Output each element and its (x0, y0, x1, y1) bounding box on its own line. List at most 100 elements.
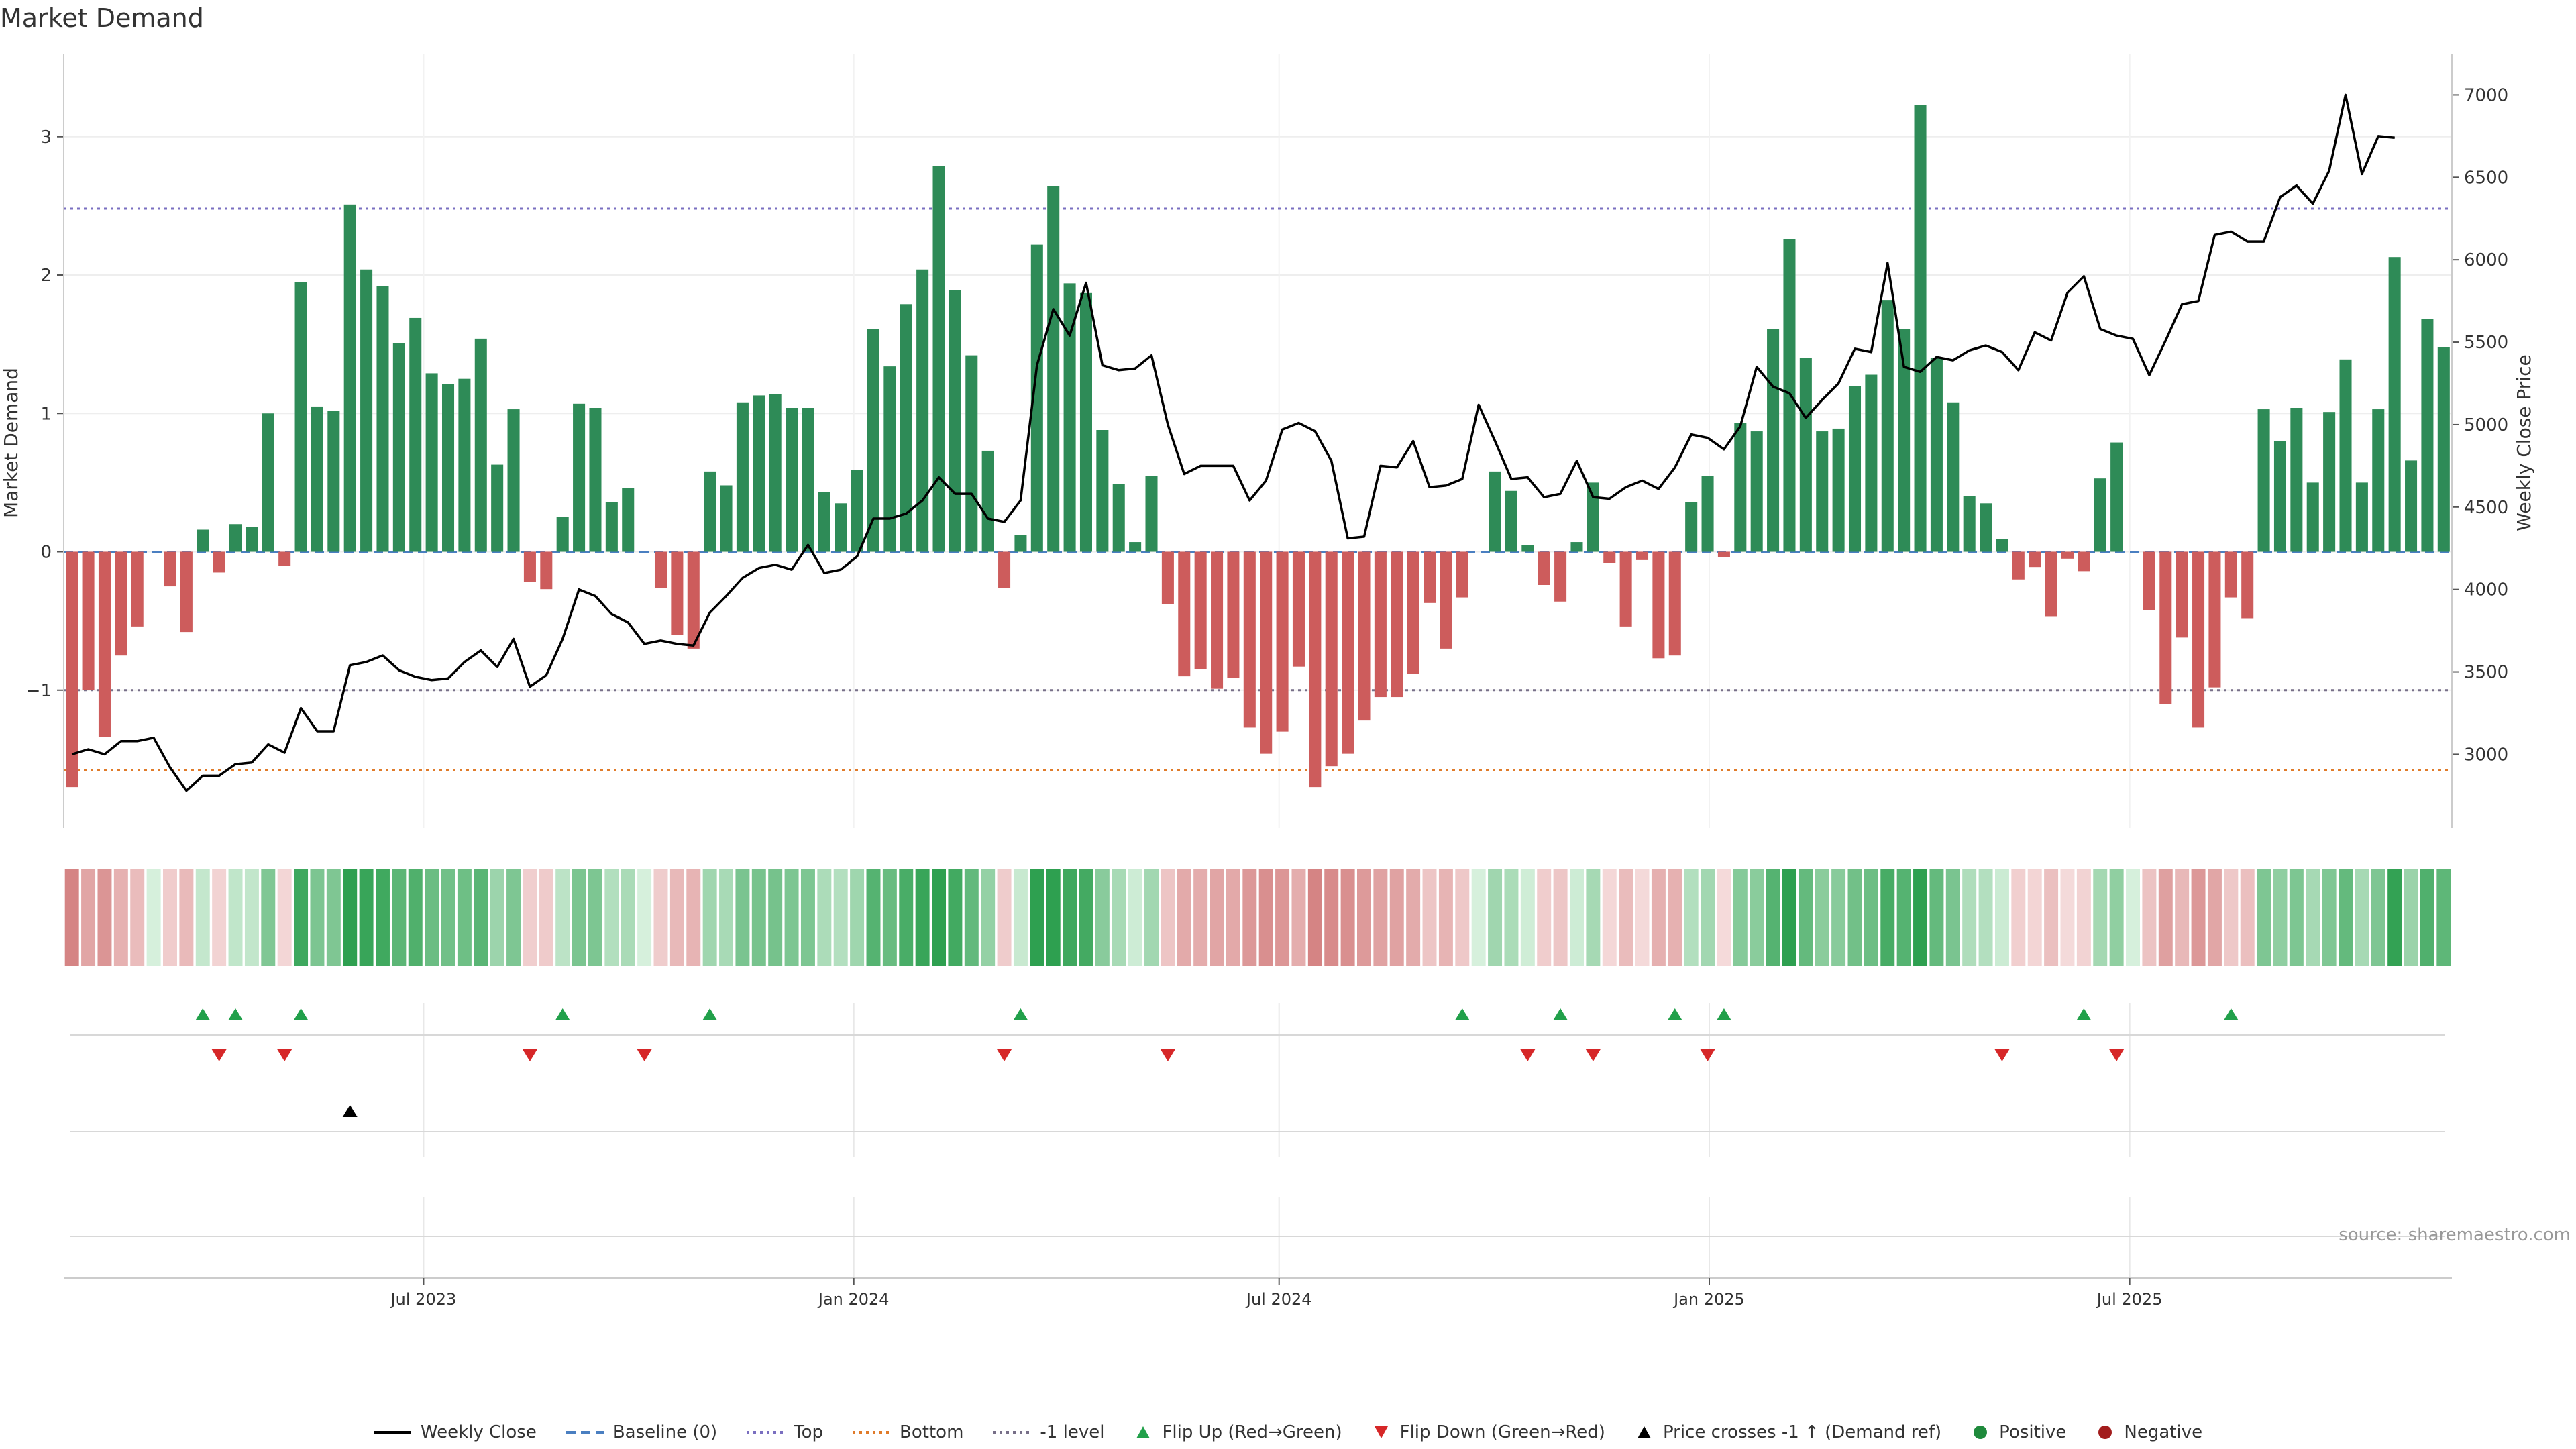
heat-cell (604, 869, 619, 966)
heat-cell (294, 869, 309, 966)
heat-cell (2158, 869, 2173, 966)
heat-cell (1046, 869, 1061, 966)
heat-cell (1929, 869, 1944, 966)
heat-cell (1847, 869, 1862, 966)
demand-bar-positive (900, 304, 912, 552)
legend-label: Baseline (0) (612, 1422, 718, 1442)
heat-cell (1438, 869, 1453, 966)
demand-bar-positive (1489, 471, 1501, 552)
heat-cell (2240, 869, 2255, 966)
y-axis-label: Market Demand (0, 368, 22, 518)
demand-bar-positive (1848, 386, 1862, 552)
demand-bar-negative (213, 551, 225, 573)
y2-tick-label: 5500 (2464, 333, 2508, 353)
heat-cell (1177, 869, 1191, 966)
heat-cell (1340, 869, 1355, 966)
x-tick-label: Jan 2025 (1672, 1290, 1745, 1309)
heat-cell (64, 869, 79, 966)
demand-bar-positive (2257, 409, 2270, 552)
legend-item: Positive (1971, 1422, 2066, 1442)
demand-bar-positive (2339, 359, 2352, 552)
demand-bar-negative (998, 551, 1011, 588)
heat-cell (310, 869, 325, 966)
heat-cell (2093, 869, 2108, 966)
demand-bar-positive (2388, 257, 2401, 552)
heat-cell (2191, 869, 2206, 966)
y2-tick-label: 4000 (2464, 580, 2508, 600)
demand-bar-positive (311, 406, 323, 552)
legend-swatch (747, 1431, 785, 1434)
demand-bar-negative (1211, 551, 1224, 689)
heat-cell (359, 869, 374, 966)
demand-bar-negative (98, 551, 111, 737)
y2-tick-label: 3000 (2464, 745, 2508, 765)
legend-swatch (993, 1431, 1031, 1434)
legend-triangle-up-glyph (1637, 1426, 1651, 1438)
heat-cell (1030, 869, 1044, 966)
demand-bar-positive (2306, 482, 2319, 552)
demand-bar-negative (1325, 551, 1338, 767)
legend-item: Top (747, 1422, 823, 1442)
demand-bar-negative (2029, 551, 2041, 568)
heat-cell (1324, 869, 1339, 966)
heat-cell (997, 869, 1012, 966)
heat-cell (915, 869, 930, 966)
legend-triangle-down-glyph (1374, 1426, 1388, 1438)
flip-up-marker (1716, 1008, 1731, 1020)
demand-bar-positive (458, 378, 471, 552)
legend-label: Price crosses -1 ↑ (Demand ref) (1662, 1422, 1942, 1442)
heat-cell (882, 869, 897, 966)
legend-item: Flip Up (Red→Green) (1134, 1422, 1342, 1442)
flip-markers (70, 1008, 2445, 1237)
demand-bar-positive (867, 329, 880, 552)
heat-cell (1095, 869, 1110, 966)
demand-bar-positive (1701, 476, 1714, 552)
flip-down-marker (277, 1049, 292, 1061)
heat-cell (2027, 869, 2042, 966)
demand-bar-positive (376, 286, 389, 552)
flip-up-marker (2223, 1008, 2239, 1020)
flip-up-marker (1013, 1008, 1028, 1020)
demand-bar-negative (523, 551, 536, 582)
heat-cell (866, 869, 881, 966)
heat-cell (2420, 869, 2434, 966)
y2-axis-label: Weekly Close Price (2513, 354, 2535, 531)
demand-bar-positive (491, 464, 504, 552)
demand-bar-positive (2421, 319, 2434, 552)
heat-cell (2109, 869, 2124, 966)
demand-bar-negative (1717, 551, 1730, 557)
demand-bar-negative (1635, 551, 1649, 560)
demand-bar-positive (1767, 329, 1780, 552)
heat-cell (2289, 869, 2304, 966)
heat-cell (2207, 869, 2222, 966)
legend-swatch (373, 1431, 411, 1434)
demand-bar-positive (1963, 496, 1976, 552)
heat-cell (1668, 869, 1682, 966)
heat-cell (1210, 869, 1224, 966)
y2-tick-label: 3500 (2464, 663, 2508, 683)
demand-bar-positive (2437, 347, 2450, 552)
flip-up-marker (228, 1008, 244, 1020)
heat-cell (1619, 869, 1633, 966)
heat-cell (277, 869, 292, 966)
flip-up-marker (1454, 1008, 1470, 1020)
heat-cell (1455, 869, 1470, 966)
flip-down-marker (1700, 1049, 1715, 1061)
demand-bar-positive (736, 402, 749, 552)
demand-bar-positive (2355, 482, 2368, 552)
heat-cell (97, 869, 112, 966)
demand-bar-negative (82, 551, 95, 690)
demand-bar-negative (1309, 551, 1322, 788)
heat-cell (146, 869, 161, 966)
legend-swatch (1374, 1426, 1388, 1438)
heat-cell (1144, 869, 1159, 966)
demand-bar-negative (164, 551, 176, 587)
heat-cell (2436, 869, 2451, 966)
demand-bar-negative (1668, 551, 1681, 656)
demand-bar-negative (1292, 551, 1305, 667)
heat-cell (1896, 869, 1911, 966)
heat-cell (2404, 869, 2418, 966)
demand-bar-positive (262, 413, 274, 552)
heat-cell (2339, 869, 2353, 966)
heat-cell (1799, 869, 1813, 966)
